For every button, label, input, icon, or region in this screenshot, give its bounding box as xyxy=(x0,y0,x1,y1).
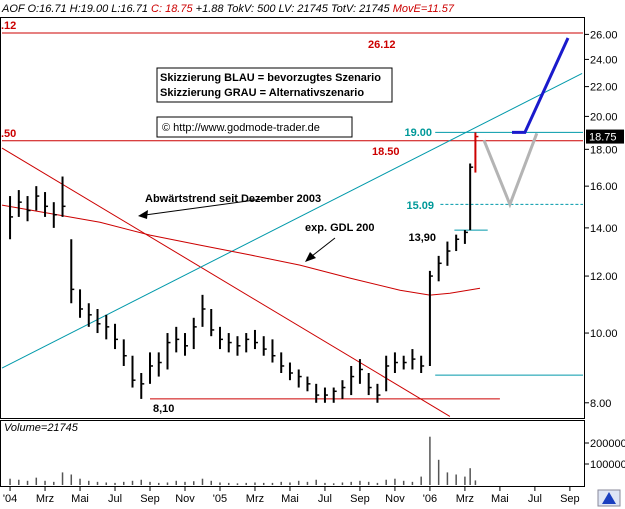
y-tick-label: 18.00 xyxy=(590,144,618,156)
x-tick-label: Mrz xyxy=(456,493,474,505)
volume-label: Volume=21745 xyxy=(4,422,79,434)
x-tick-label: '05 xyxy=(213,493,227,505)
note: Skizzierung BLAU = bevorzugtes Szenario xyxy=(160,72,381,84)
overlay-label: 15.09 xyxy=(406,200,434,212)
x-tick-label: Sep xyxy=(350,493,370,505)
y-tick-label: 8.00 xyxy=(590,398,611,410)
note-box xyxy=(156,67,393,103)
volume-tick-label: 200000 xyxy=(590,438,625,450)
overlay-label: 8,10 xyxy=(153,403,174,415)
overlay-label: 26.12 xyxy=(368,39,396,51)
x-tick-label: Mai xyxy=(491,493,509,505)
x-tick-label: Sep xyxy=(140,493,160,505)
x-tick-label: Jul xyxy=(108,493,122,505)
x-tick-label: Mrz xyxy=(36,493,54,505)
header-segment: AOF O:16.71 H:19.00 L:16.71 xyxy=(1,3,151,15)
note: Abwärtstrend seit Dezember 2003 xyxy=(145,193,321,205)
overlay-label: 18.50 xyxy=(372,146,400,158)
note-arrow xyxy=(144,197,271,216)
overlay-label: 19.00 xyxy=(404,127,432,139)
x-tick-label: Nov xyxy=(175,493,195,505)
y-tick-label: 16.00 xyxy=(590,181,618,193)
y-tick-label: 24.00 xyxy=(590,54,618,66)
overlay-line xyxy=(1,204,481,296)
header: AOF O:16.71 H:19.00 L:16.71 C: 18.75 +1.… xyxy=(1,3,455,15)
y-tick-label: 14.00 xyxy=(590,223,618,235)
arrow-head xyxy=(138,210,148,219)
x-tick-label: '06 xyxy=(423,493,437,505)
overlay-label: 13,90 xyxy=(408,232,436,244)
y-tick-label: 22.00 xyxy=(590,82,618,94)
overlay-line xyxy=(1,72,583,369)
overlay-line xyxy=(512,37,570,134)
volume-tick-label: 100000 xyxy=(590,459,625,471)
y-tick-label: 10.00 xyxy=(590,328,618,340)
corner-icon-mark xyxy=(602,492,616,504)
x-tick-label: '04 xyxy=(3,493,17,505)
overlay-line xyxy=(1,147,451,417)
note-arrow xyxy=(311,237,336,257)
note: © http://www.godmode-trader.de xyxy=(162,122,320,134)
x-tick-label: Mai xyxy=(71,493,89,505)
note: Skizzierung GRAU = Alternativszenario xyxy=(160,87,364,99)
price-panel xyxy=(0,17,585,419)
last-price-box xyxy=(586,129,624,144)
y-tick-label: 26.00 xyxy=(590,29,618,41)
header-segment: C: 18.75 xyxy=(151,3,193,15)
header-segment: +1.88 TokV: 500 LV: 21745 TotV: 21745 xyxy=(193,3,393,15)
arrow-head xyxy=(305,252,316,262)
x-tick-label: Jul xyxy=(318,493,332,505)
x-tick-label: Nov xyxy=(385,493,405,505)
last-price: 18.75 xyxy=(589,132,617,144)
x-tick-label: Jul xyxy=(528,493,542,505)
overlay-line xyxy=(482,132,539,209)
note: exp. GDL 200 xyxy=(305,222,375,234)
volume-panel xyxy=(0,420,585,487)
edge-label: .12 xyxy=(1,20,16,32)
header-segment: MovE=11.57 xyxy=(393,3,455,15)
x-tick-label: Mrz xyxy=(246,493,264,505)
y-tick-label: 20.00 xyxy=(590,111,618,123)
y-tick-label: 12.00 xyxy=(590,271,618,283)
edge-label: .50 xyxy=(1,128,16,140)
x-tick-label: Sep xyxy=(560,493,580,505)
url-box xyxy=(156,116,353,138)
x-tick-label: Mai xyxy=(281,493,299,505)
